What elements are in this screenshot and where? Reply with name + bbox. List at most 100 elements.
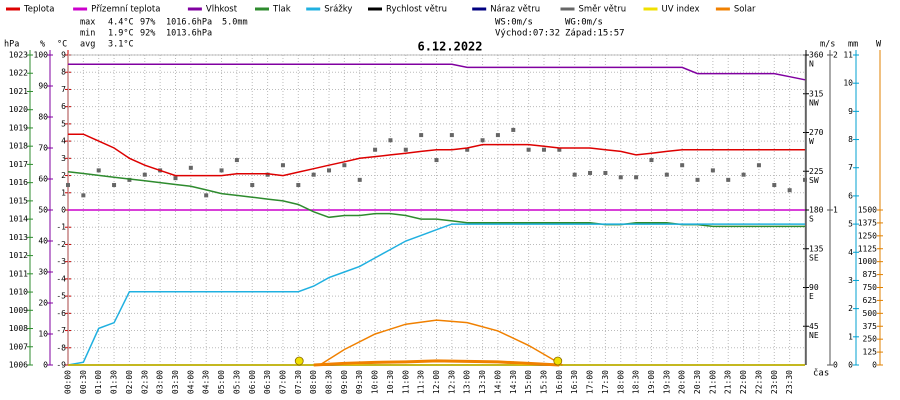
x-tick-label: 17:00 [586, 370, 595, 394]
x-tick-label: 00:00 [64, 370, 73, 394]
y-tick-label: 1009 [9, 306, 28, 315]
wind-direction-point [173, 176, 178, 181]
axis-unit: W [876, 40, 882, 50]
wind-direction-point [756, 163, 761, 168]
wind-direction-point [803, 177, 807, 182]
compass-label: SW [809, 176, 819, 185]
series-line [68, 133, 805, 177]
axis-unit: hPa [4, 40, 19, 50]
y-tick-label: 80 [38, 113, 48, 122]
y-tick-label: 6 [848, 191, 853, 200]
y-tick-label: 1010 [9, 288, 28, 297]
y-tick-label: 30 [38, 268, 48, 277]
y-tick-label: 1019 [9, 123, 28, 132]
x-tick-label: 15:30 [539, 370, 548, 394]
x-tick-label: 11:30 [417, 370, 426, 394]
y-tick-label: 375 [863, 322, 878, 331]
sun-marker [553, 356, 563, 366]
y-tick-label: 500 [863, 309, 878, 318]
y-tick-label: 4 [848, 248, 853, 257]
x-tick-label: 05:00 [217, 370, 226, 394]
y-tick-label: -8 [56, 343, 66, 352]
x-tick-label: 03:30 [171, 370, 180, 394]
y-tick-label: 0 [833, 361, 838, 370]
x-tick-label: 18:00 [616, 370, 625, 394]
x-tick-label: 19:00 [647, 370, 656, 394]
series-line [68, 63, 806, 81]
wind-direction-point [96, 168, 101, 173]
y-tick-label: 8 [61, 68, 66, 77]
y-tick-label: 1021 [9, 87, 28, 96]
sun-info: Západ:15:57 [565, 29, 625, 39]
wind-direction-point [634, 175, 639, 180]
wind-direction-point [112, 183, 117, 188]
wind-direction-point [588, 170, 593, 175]
wind-direction-point [403, 147, 408, 152]
wind-direction-point [664, 172, 669, 177]
x-tick-label: 15:00 [524, 370, 533, 394]
y-tick-label: -7 [56, 326, 66, 335]
x-tick-label: 12:00 [432, 370, 441, 394]
y-tick-label: 7 [848, 163, 853, 172]
x-tick-label: 21:30 [724, 370, 733, 394]
wind-direction-point [142, 172, 147, 177]
compass-label: SE [809, 253, 819, 262]
compass-label: NW [809, 98, 819, 107]
wind-direction-point [388, 138, 393, 143]
y-tick-label: 1017 [9, 160, 28, 169]
wind-direction-point [234, 158, 239, 163]
y-tick-label: 625 [863, 296, 878, 305]
wind-direction-point [373, 147, 378, 152]
x-tick-label: 02:30 [140, 370, 149, 394]
legend-label: Směr větru [579, 5, 627, 15]
x-tick-label: 16:00 [555, 370, 564, 394]
y-tick-label: 225 [809, 167, 824, 176]
series-line [313, 359, 560, 367]
x-tick-label: 17:30 [601, 370, 610, 394]
y-tick-label: 1022 [9, 69, 28, 78]
x-tick-label: 23:30 [785, 370, 794, 394]
wind-direction-point [557, 147, 562, 152]
wind-info: WS:0m/s [495, 18, 533, 28]
legend-label: Přízemní teplota [91, 5, 160, 15]
wind-direction-point [603, 170, 608, 175]
y-tick-label: 1375 [858, 218, 877, 227]
wind-direction-point [572, 172, 577, 177]
y-tick-label: 1023 [9, 51, 28, 60]
x-tick-label: 10:30 [386, 370, 395, 394]
x-tick-label: 12:30 [447, 370, 456, 394]
compass-label: S [809, 215, 814, 224]
sun-info: Východ:07:32 [495, 29, 560, 39]
legend-label: Rychlost větru [386, 5, 447, 15]
x-tick-label: 03:00 [156, 370, 165, 394]
wind-direction-point [296, 183, 301, 188]
legend-label: Solar [734, 5, 756, 15]
x-tick-label: 06:30 [263, 370, 272, 394]
wind-direction-point [649, 158, 654, 163]
y-tick-label: -9 [56, 361, 66, 370]
compass-label: E [809, 292, 814, 301]
y-tick-label: 1012 [9, 251, 28, 260]
y-tick-label: -6 [56, 309, 66, 318]
wind-direction-point [311, 172, 316, 177]
y-tick-label: 1250 [858, 231, 877, 240]
y-tick-label: 2 [61, 171, 66, 180]
compass-label: NE [809, 331, 819, 340]
y-tick-label: 1008 [9, 324, 28, 333]
stats-label: max [80, 18, 95, 28]
y-tick-label: 1500 [858, 206, 877, 215]
stats-value: 92% [140, 29, 155, 39]
y-tick-label: 11 [843, 51, 853, 60]
wind-info: WG:0m/s [565, 18, 603, 28]
wind-direction-point [419, 133, 424, 138]
y-tick-label: 1006 [9, 361, 28, 370]
y-tick-label: 60 [38, 175, 48, 184]
wind-direction-point [680, 163, 685, 168]
y-tick-label: 7 [61, 85, 66, 94]
wind-direction-point [495, 133, 500, 138]
x-tick-label: 14:00 [493, 370, 502, 394]
y-tick-label: 1 [848, 332, 853, 341]
wind-direction-point [465, 147, 470, 152]
